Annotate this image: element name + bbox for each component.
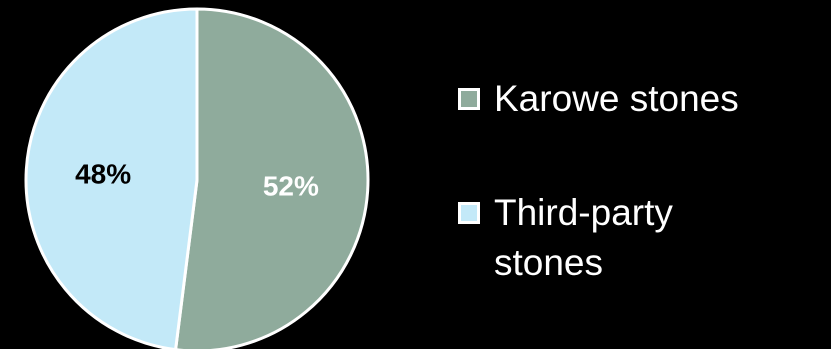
legend-label-karowe-stones: Karowe stones <box>494 78 739 119</box>
legend-label-third-party-stones: Third-party stones <box>494 192 673 283</box>
pie-data-label-third-party-stones: 48% <box>75 159 131 190</box>
pie-slice-karowe-stones <box>174 7 370 349</box>
pie-data-label-karowe-stones: 52% <box>263 170 319 201</box>
pie-data-labels: 52% 48% <box>75 159 319 202</box>
chart-legend: Karowe stones Third-party stones <box>458 74 818 288</box>
legend-item-karowe-stones: Karowe stones <box>458 74 818 124</box>
pie-slices <box>24 7 370 349</box>
legend-swatch-karowe-stones <box>458 88 480 110</box>
legend-swatch-third-party-stones <box>458 202 480 224</box>
legend-item-third-party-stones: Third-party stones <box>458 188 818 288</box>
pie-slice-third-party-stones <box>24 7 199 349</box>
